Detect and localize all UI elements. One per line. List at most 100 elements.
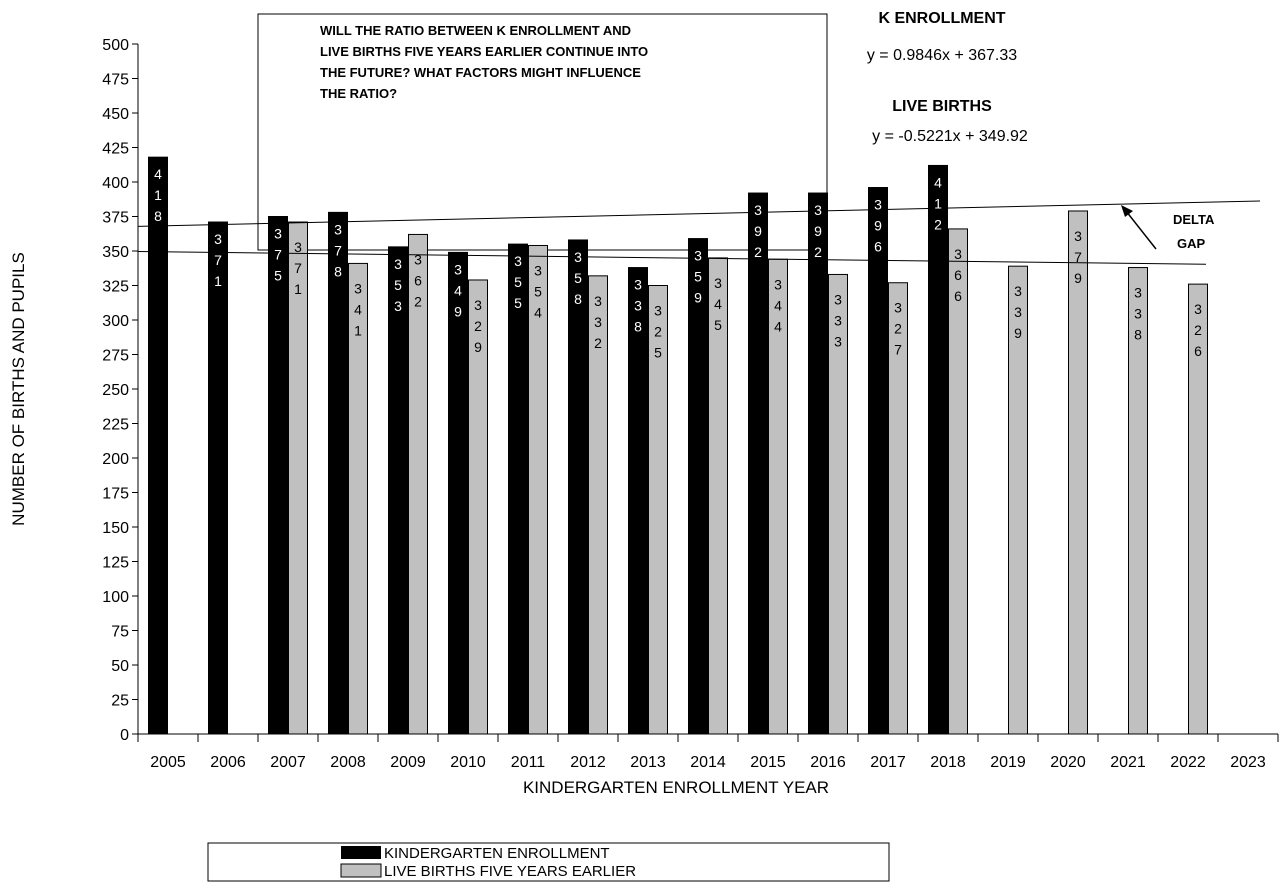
y-tick-label-75: 75 — [111, 624, 129, 641]
delta-gap-arrowhead — [1121, 205, 1133, 217]
question-line-3: THE FUTURE? WHAT FACTORS MIGHT INFLUENCE — [320, 65, 641, 80]
data-label-live-births-2007-digit-1: 7 — [294, 260, 302, 276]
data-label-live-births-2020-digit-2: 9 — [1074, 270, 1082, 286]
data-label-live-births-2022-digit-1: 2 — [1194, 322, 1202, 338]
data-label-kindergarten-2007-digit-1: 7 — [274, 247, 282, 263]
data-label-live-births-2014-digit-1: 4 — [714, 296, 722, 312]
trend-k-equation: y = 0.9846x + 367.33 — [867, 47, 1017, 64]
data-label-kindergarten-2015-digit-1: 9 — [754, 223, 762, 239]
legend-label-kindergarten: KINDERGARTEN ENROLLMENT — [384, 845, 610, 862]
data-label-live-births-2007-digit-0: 3 — [294, 239, 302, 255]
data-label-live-births-2010-digit-1: 2 — [474, 318, 482, 334]
data-label-live-births-2016-digit-1: 3 — [834, 312, 842, 328]
data-label-live-births-2012-digit-2: 2 — [594, 335, 602, 351]
y-tick-label-375: 375 — [102, 210, 129, 227]
data-label-live-births-2017-digit-0: 3 — [894, 300, 902, 316]
data-label-kindergarten-2006-digit-2: 1 — [214, 273, 222, 289]
y-tick-label-225: 225 — [102, 417, 129, 434]
y-tick-label-0: 0 — [120, 727, 129, 744]
data-label-kindergarten-2017-digit-2: 6 — [874, 239, 882, 255]
data-label-kindergarten-2006-digit-1: 7 — [214, 252, 222, 268]
data-label-live-births-2014-digit-0: 3 — [714, 275, 722, 291]
trend-lb-title: LIVE BIRTHS — [892, 98, 992, 115]
data-label-kindergarten-2018-digit-2: 2 — [934, 216, 942, 232]
data-label-kindergarten-2006-digit-0: 3 — [214, 231, 222, 247]
data-label-kindergarten-2018-digit-0: 4 — [934, 174, 942, 190]
question-line-2: LIVE BIRTHS FIVE YEARS EARLIER CONTINUE … — [320, 44, 648, 59]
data-label-live-births-2012-digit-1: 3 — [594, 314, 602, 330]
trend-lb-equation: y = -0.5221x + 349.92 — [872, 128, 1028, 145]
bar-kindergarten-2008 — [328, 211, 348, 735]
y-tick-label-350: 350 — [102, 244, 129, 261]
data-label-live-births-2021-digit-0: 3 — [1134, 285, 1142, 301]
data-label-live-births-2010-digit-0: 3 — [474, 297, 482, 313]
data-label-kindergarten-2010-digit-2: 9 — [454, 303, 462, 319]
data-label-live-births-2011-digit-1: 5 — [534, 283, 542, 299]
bar-kindergarten-2014 — [688, 238, 708, 735]
bar-live-births-2007 — [288, 221, 308, 735]
legend-swatch-kindergarten — [341, 846, 381, 859]
x-tick-label-2006: 2006 — [210, 754, 246, 771]
data-label-kindergarten-2014-digit-2: 9 — [694, 290, 702, 306]
data-label-live-births-2009-digit-0: 3 — [414, 251, 422, 267]
data-label-kindergarten-2016-digit-0: 3 — [814, 202, 822, 218]
data-label-live-births-2019-digit-0: 3 — [1014, 283, 1022, 299]
data-label-kindergarten-2005-digit-1: 1 — [154, 187, 162, 203]
data-label-kindergarten-2012-digit-1: 5 — [574, 270, 582, 286]
data-label-kindergarten-2010-digit-0: 3 — [454, 261, 462, 277]
delta-gap-arrow — [1125, 210, 1157, 250]
data-label-kindergarten-2011-digit-2: 5 — [514, 295, 522, 311]
data-label-live-births-2021-digit-2: 8 — [1134, 327, 1142, 343]
y-tick-label-475: 475 — [102, 72, 129, 89]
axes-layer: 0255075100125150175200225250275300325350… — [102, 37, 1279, 771]
data-label-kindergarten-2018-digit-1: 1 — [934, 195, 942, 211]
data-label-kindergarten-2014-digit-0: 3 — [694, 248, 702, 264]
y-tick-label-275: 275 — [102, 348, 129, 365]
data-label-live-births-2008-digit-1: 4 — [354, 301, 362, 317]
data-label-live-births-2020-digit-0: 3 — [1074, 228, 1082, 244]
data-label-live-births-2010-digit-2: 9 — [474, 339, 482, 355]
data-label-live-births-2015-digit-1: 4 — [774, 297, 782, 313]
x-tick-label-2011: 2011 — [511, 754, 546, 771]
data-label-kindergarten-2017-digit-1: 9 — [874, 218, 882, 234]
x-tick-label-2021: 2021 — [1110, 754, 1146, 771]
data-label-kindergarten-2009-digit-0: 3 — [394, 256, 402, 272]
data-label-live-births-2013-digit-2: 5 — [654, 345, 662, 361]
bars-layer — [148, 156, 1208, 735]
data-label-kindergarten-2008-digit-2: 8 — [334, 263, 342, 279]
data-label-kindergarten-2017-digit-0: 3 — [874, 197, 882, 213]
bar-kindergarten-2009 — [388, 246, 408, 735]
data-label-kindergarten-2014-digit-1: 5 — [694, 269, 702, 285]
data-label-live-births-2019-digit-2: 9 — [1014, 325, 1022, 341]
bar-kindergarten-2015 — [748, 192, 768, 735]
data-label-live-births-2022-digit-0: 3 — [1194, 301, 1202, 317]
data-label-live-births-2013-digit-1: 2 — [654, 324, 662, 340]
data-label-kindergarten-2007-digit-0: 3 — [274, 226, 282, 242]
legend-swatch-live-births — [340, 863, 382, 878]
y-tick-label-250: 250 — [102, 382, 129, 399]
x-tick-label-2019: 2019 — [990, 754, 1026, 771]
bar-kindergarten-2010 — [448, 251, 468, 735]
y-tick-label-150: 150 — [102, 520, 129, 537]
data-label-live-births-2018-digit-0: 3 — [954, 246, 962, 262]
question-line-4: THE RATIO? — [320, 86, 397, 101]
trend-k-title: K ENROLLMENT — [878, 10, 1005, 27]
bar-live-births-2020 — [1068, 210, 1088, 735]
data-label-kindergarten-2005-digit-0: 4 — [154, 166, 162, 182]
data-label-live-births-2008-digit-2: 1 — [354, 322, 362, 338]
data-label-kindergarten-2008-digit-0: 3 — [334, 221, 342, 237]
data-label-kindergarten-2015-digit-2: 2 — [754, 244, 762, 260]
data-label-live-births-2013-digit-0: 3 — [654, 303, 662, 319]
trendline-k-enrollment — [137, 200, 1261, 227]
y-tick-label-100: 100 — [102, 589, 129, 606]
x-tick-label-2013: 2013 — [630, 754, 666, 771]
x-tick-label-2015: 2015 — [750, 754, 786, 771]
question-line-1: WILL THE RATIO BETWEEN K ENROLLMENT AND — [320, 23, 631, 38]
data-label-kindergarten-2016-digit-1: 9 — [814, 223, 822, 239]
data-label-live-births-2009-digit-1: 6 — [414, 272, 422, 288]
y-tick-label-325: 325 — [102, 279, 129, 296]
bar-kindergarten-2007 — [268, 216, 288, 735]
data-label-live-births-2021-digit-1: 3 — [1134, 306, 1142, 322]
